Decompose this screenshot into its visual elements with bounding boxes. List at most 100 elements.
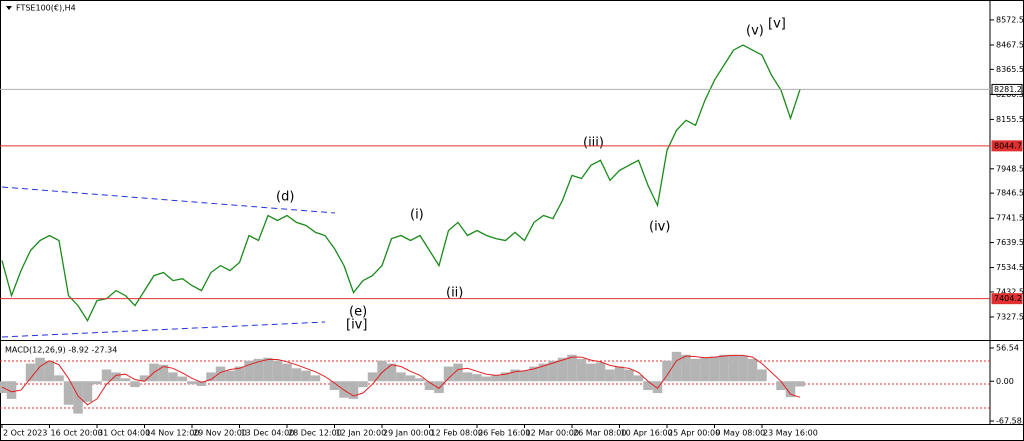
macd-bar xyxy=(130,381,140,388)
macd-bar xyxy=(529,366,539,382)
macd-bar xyxy=(348,381,359,399)
macd-bar xyxy=(244,360,254,382)
macd-bar xyxy=(282,363,292,382)
wave-label: (e) xyxy=(349,305,367,320)
macd-bar xyxy=(377,360,387,382)
y-tick-label: 8572.5 xyxy=(996,15,1024,24)
y-tick-label: 7327.5 xyxy=(996,312,1024,321)
macd-bar xyxy=(557,357,568,382)
macd-bar xyxy=(6,381,17,399)
price-label-box xyxy=(991,293,1023,305)
macd-bar xyxy=(652,381,663,394)
macd-bar xyxy=(386,363,397,382)
price-label-box xyxy=(991,83,1023,95)
macd-bar xyxy=(481,376,492,382)
macd-bar xyxy=(567,354,577,382)
signal-line xyxy=(1,354,801,406)
macd-bar xyxy=(63,381,74,405)
macd-bar xyxy=(234,366,245,382)
macd-bar xyxy=(776,381,786,391)
macd-bar xyxy=(187,381,197,385)
y-tick-label: 56.54 xyxy=(996,344,1019,353)
macd-bar xyxy=(310,375,321,382)
macd-bar xyxy=(462,372,473,382)
trend-line xyxy=(1,321,326,338)
x-tick-label: 31 Oct 04:00 xyxy=(98,429,150,438)
macd-bar xyxy=(443,366,454,382)
macd-bar xyxy=(396,372,406,382)
price-label-box xyxy=(991,140,1023,152)
wave-label: (iii) xyxy=(583,136,604,151)
x-tick-label: 12 Mar 00:00 xyxy=(526,429,579,438)
macd-bar xyxy=(633,375,644,382)
x-tick-label: 26 Feb 16:00 xyxy=(478,429,530,438)
macd-bar xyxy=(614,366,625,382)
macd-bar xyxy=(82,381,93,402)
wave-label: (ii) xyxy=(446,286,463,301)
macd-bar xyxy=(54,375,64,382)
x-tick-label: 26 Mar 08:00 xyxy=(573,429,626,438)
macd-bar xyxy=(177,376,188,382)
macd-bar xyxy=(491,375,501,382)
wave-label: (i) xyxy=(410,208,424,223)
macd-bar xyxy=(405,375,416,382)
macd-bar xyxy=(681,354,691,382)
y-tick-label: -67.58 xyxy=(996,417,1022,426)
macd-bar xyxy=(206,372,216,382)
price-label: 7404.2 xyxy=(994,294,1022,303)
macd-bar xyxy=(757,369,767,382)
macd-bar xyxy=(709,356,720,382)
macd-bar xyxy=(671,351,682,382)
y-tick-label: 7639.5 xyxy=(996,238,1024,247)
y-tick-label: 8467.5 xyxy=(996,40,1024,49)
y-tick-label: 7948.5 xyxy=(996,164,1024,173)
y-tick-label: 7432.5 xyxy=(996,287,1024,296)
wave-label: (iv) xyxy=(649,220,670,235)
x-tick-label: 16 Oct 20:00 xyxy=(51,429,103,438)
x-tick-label: 13 Dec 04:00 xyxy=(241,429,295,438)
macd-bar xyxy=(747,358,758,382)
macd-bar xyxy=(728,354,739,382)
macd-bar xyxy=(301,370,311,382)
x-tick-label: 9 May 08:00 xyxy=(716,429,766,438)
macd-title: MACD(12,26,9) -8.92 -27.34 xyxy=(5,346,117,355)
chart-title: FTSE100(€),H4 xyxy=(16,4,76,13)
x-tick-label: 14 Nov 12:00 xyxy=(146,429,200,438)
macd-bar xyxy=(690,358,701,382)
y-tick-label: 7741.5 xyxy=(996,214,1024,223)
x-tick-label: 10 Apr 16:00 xyxy=(621,429,673,438)
x-tick-label: 12 Jan 20:00 xyxy=(336,429,387,438)
macd-bar xyxy=(719,354,729,382)
macd-bar xyxy=(576,358,587,382)
macd-bar xyxy=(510,369,520,382)
macd-bar xyxy=(624,369,634,382)
wave-label: [v] xyxy=(768,17,786,32)
macd-bar xyxy=(453,363,463,382)
macd-bar xyxy=(168,372,178,382)
x-tick-label: 2 Oct 2023 xyxy=(3,429,47,438)
macd-bar xyxy=(434,381,444,394)
macd-bar xyxy=(538,363,549,382)
wave-label: [iv] xyxy=(346,318,367,333)
macd-bar xyxy=(196,381,207,386)
x-tick-label: 23 May 16:00 xyxy=(763,429,818,438)
wave-label: (v) xyxy=(746,24,764,39)
macd-bar xyxy=(263,357,273,382)
macd-bar xyxy=(272,360,283,382)
macd-bar xyxy=(35,357,45,382)
x-tick-label: 25 Apr 00:00 xyxy=(668,429,720,438)
macd-bar xyxy=(253,358,264,382)
macd-bar xyxy=(358,381,368,388)
macd-bar xyxy=(25,363,36,382)
macd-bar xyxy=(73,381,83,414)
y-tick-label: 7534.5 xyxy=(996,263,1024,272)
macd-bar xyxy=(785,381,796,398)
x-tick-label: 28 Dec 12:00 xyxy=(288,429,342,438)
macd-bar xyxy=(101,369,112,382)
x-tick-label: 29 Jan 00:00 xyxy=(383,429,434,438)
x-tick-label: 12 Feb 08:00 xyxy=(431,429,483,438)
price-line xyxy=(1,44,801,323)
macd-bar xyxy=(605,369,615,382)
